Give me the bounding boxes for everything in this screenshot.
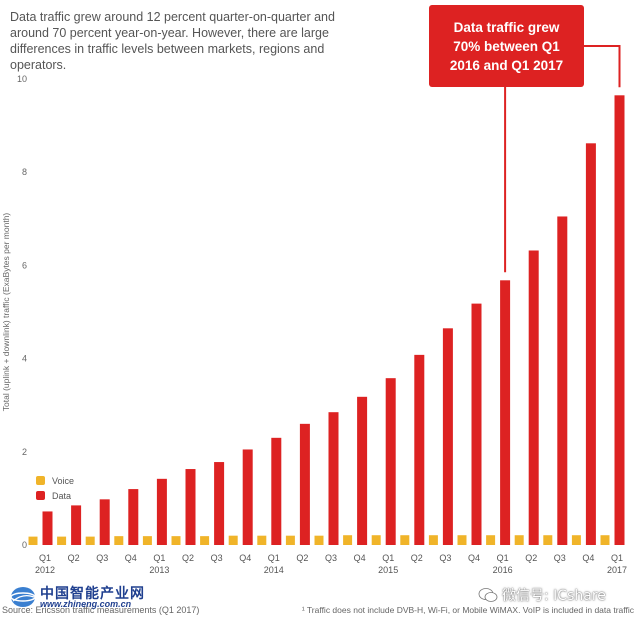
voice-bar [85,536,95,545]
voice-bar [371,535,381,545]
x-tick-label: Q3 [554,553,566,563]
x-tick-label: Q1 [153,553,165,563]
bars [28,95,625,546]
x-tick-label: Q1 [382,553,394,563]
legend: Voice Data [36,476,74,501]
data-bar [528,250,539,545]
x-tick-label: Q1 [611,553,623,563]
voice-bar [228,535,238,545]
x-tick-label: Q2 [296,553,308,563]
voice-bar [142,536,152,545]
voice-bar [514,535,524,545]
source-note: Source: Ericsson traffic measurements (Q… [2,605,200,615]
connector-line-2017 [584,45,621,88]
x-tick-label: Q3 [211,553,223,563]
x-tick-year-label: 2017 [607,565,627,575]
callout-box: Data traffic grew 70% between Q1 2016 an… [429,5,584,87]
voice-bar [257,535,267,545]
data-bar [299,423,310,545]
voice-bar [457,535,467,545]
data-bar [414,354,425,545]
footnote: ¹ Traffic does not include DVB-H, Wi-Fi,… [301,605,634,615]
x-tick-label: Q3 [325,553,337,563]
data-bar [385,378,396,545]
x-tick-year-label: 2014 [264,565,284,575]
y-axis: 0 2 4 6 8 10 [17,74,27,550]
intro-text: Data traffic grew around 12 percent quar… [10,10,335,72]
x-tick-label: Q4 [582,553,594,563]
data-bar [214,462,225,545]
globe-icon [10,587,36,607]
data-bar [156,478,167,545]
data-bar [557,216,568,545]
data-bar [185,469,196,545]
x-tick-year-label: 2016 [493,565,513,575]
data-bar [71,505,82,545]
voice-bar [28,536,38,545]
y-tick-label: 6 [22,260,27,270]
data-bar [328,412,339,545]
data-bar [500,280,511,545]
x-tick-year-label: 2013 [149,565,169,575]
x-tick-label: Q2 [182,553,194,563]
data-bar [471,303,482,545]
data-bar [271,437,282,545]
watermark-site-url: www.zhineng.com.cn [40,599,132,609]
x-tick-year-label: 2015 [378,565,398,575]
callout-connector [504,45,621,273]
watermark-site-name: 中国智能产业网 [40,586,145,602]
x-tick-label: Q4 [354,553,366,563]
x-tick-label: Q1 [268,553,280,563]
x-tick-label: Q2 [411,553,423,563]
voice-bar [571,535,581,545]
data-bar [585,143,596,546]
y-tick-label: 2 [22,447,27,457]
y-tick-label: 8 [22,167,27,177]
voice-bar [171,536,181,545]
y-tick-label: 10 [17,74,27,84]
x-tick-label: Q4 [239,553,251,563]
data-bar [99,499,110,545]
data-bar [614,95,625,545]
voice-bar [285,535,295,545]
x-tick-label: Q2 [68,553,80,563]
voice-bar [428,535,438,545]
watermark-wechat: 微信号: ICshare [478,585,606,605]
y-tick-label: 4 [22,354,27,364]
voice-bar [314,535,324,545]
x-axis: Q1 2012 Q2 Q3 Q4 Q1 2013 Q2 Q3 Q4 Q1 2014 Q2 Q3 Q4 Q1 20… [35,553,627,575]
voice-bar [114,536,124,545]
callout-text: Data traffic grew 70% between Q1 2016 an… [449,19,564,73]
voice-bar [543,535,553,545]
x-tick-label: Q1 [39,553,51,563]
data-bar [242,449,253,545]
voice-bar [200,536,210,545]
x-tick-year-label: 2012 [35,565,55,575]
x-tick-label: Q3 [439,553,451,563]
x-tick-label: Q3 [96,553,108,563]
data-bar [442,328,453,545]
voice-bar [57,536,67,545]
data-bar [128,489,139,545]
legend-swatch-data [36,491,45,500]
voice-bar [600,535,610,545]
voice-bar [343,535,353,545]
data-bar [357,396,368,545]
y-axis-label: Total (uplink + downlink) traffic (ExaBy… [1,213,11,412]
y-tick-label: 0 [22,540,27,550]
voice-bar [400,535,410,545]
legend-swatch-voice [36,476,45,485]
x-tick-label: Q4 [125,553,137,563]
wechat-icon [478,588,498,602]
x-tick-label: Q4 [468,553,480,563]
watermark-wechat-id: 微信号: ICshare [502,588,606,604]
voice-bar [486,535,496,545]
watermark-logo: 中国智能产业网 www.zhineng.com.cn [10,583,200,611]
legend-label-data: Data [52,491,71,501]
x-tick-label: Q1 [497,553,509,563]
x-tick-label: Q2 [525,553,537,563]
legend-label-voice: Voice [52,476,74,486]
data-bar [42,511,53,545]
